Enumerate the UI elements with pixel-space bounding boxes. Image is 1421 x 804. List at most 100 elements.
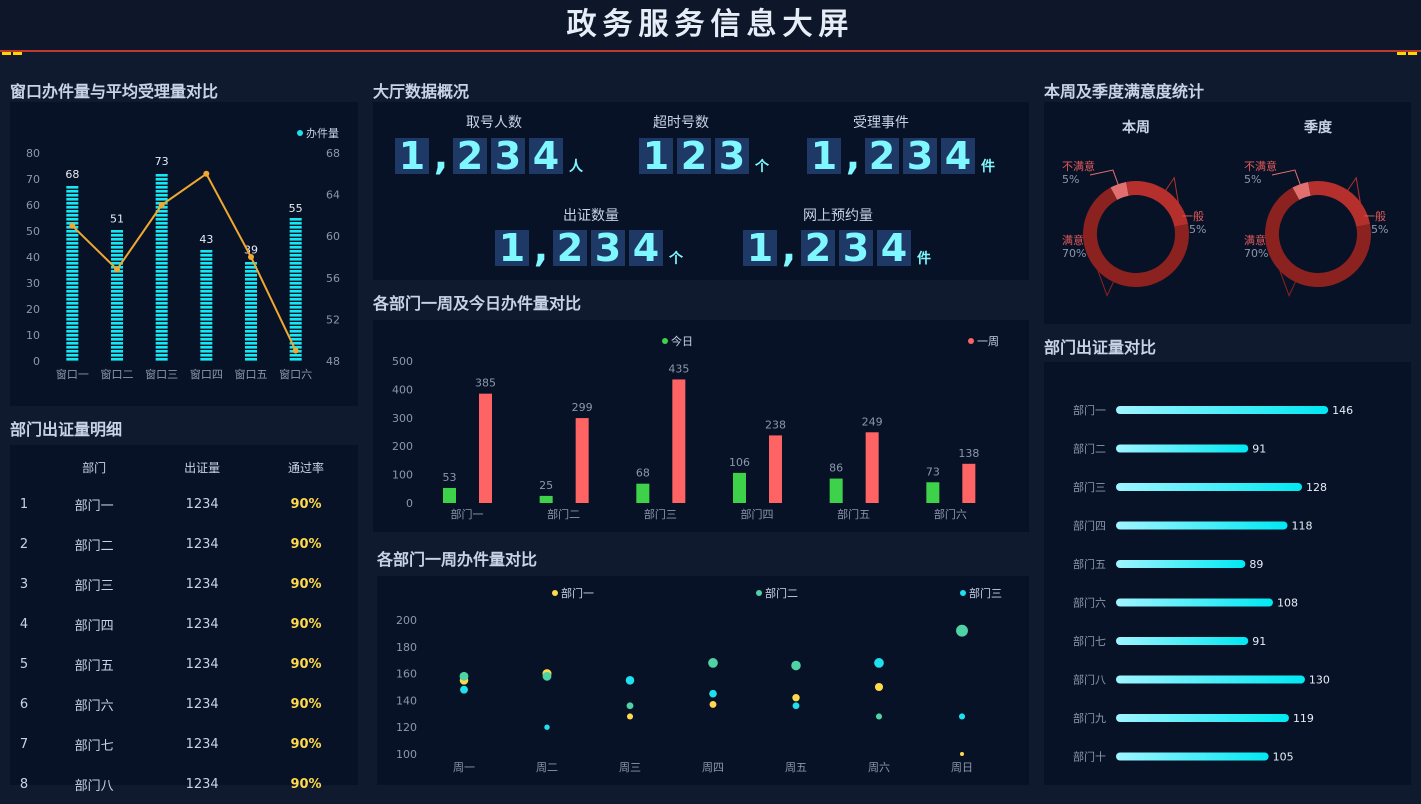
bar-segment <box>155 338 168 341</box>
bar-segment <box>66 298 79 301</box>
y-tick-label: 140 <box>396 694 417 707</box>
bar-segment <box>155 298 168 301</box>
x-tick-label: 周六 <box>868 761 890 774</box>
dept-today-week-panel: 0 100 200 300 400 500 53 385 部门一 25 299 部门二 68 435 部门三… <box>373 320 1029 532</box>
kpi-digit: 2 <box>801 229 835 267</box>
legend-dot <box>552 590 558 596</box>
bar-segment <box>200 334 213 337</box>
line-point <box>69 222 76 229</box>
bar-segment <box>245 290 257 293</box>
bar-segment <box>289 338 302 341</box>
cert-count: 1234 <box>185 496 219 512</box>
bar-segment <box>245 322 257 325</box>
pass-rate: 90% <box>290 536 322 552</box>
cert-compare-panel: 部门一 146 部门二 91 部门三 128 部门四 118 部门五 89 部门六 108 部门七 91 部… <box>1044 362 1411 785</box>
data-label: 68 <box>636 467 650 480</box>
kpi-label: 取号人数 <box>466 115 522 131</box>
y-tick-label: 部门十 <box>1073 750 1106 764</box>
bar-segment <box>289 226 302 229</box>
pass-rate: 90% <box>290 616 322 632</box>
bar-segment <box>245 262 257 265</box>
bar-segment <box>111 250 123 253</box>
pass-rate: 90% <box>290 736 322 752</box>
bar-segment <box>66 214 79 217</box>
line-point <box>292 347 299 354</box>
bar-segment <box>111 242 123 245</box>
dept-today-week-chart: 0 100 200 300 400 500 53 385 部门一 25 299 部门二 68 435 部门三… <box>392 334 999 521</box>
bar <box>443 487 456 503</box>
bar-segment <box>66 334 79 337</box>
bar-segment <box>289 342 302 345</box>
x-tick-label: 部门四 <box>741 507 774 521</box>
bar-segment <box>200 278 213 281</box>
bar-segment <box>155 314 168 317</box>
slice-label: 不满意 <box>1244 159 1277 173</box>
x-tick-label: 部门三 <box>644 507 677 521</box>
data-label: 146 <box>1332 404 1353 417</box>
bar-segment <box>66 282 79 285</box>
x-tick-label: 周四 <box>702 761 724 774</box>
x-tick-label: 周一 <box>453 761 475 774</box>
x-tick-label: 周二 <box>536 761 558 774</box>
bar-segment <box>245 354 257 357</box>
bar-segment <box>111 338 123 341</box>
bar-segment <box>200 282 213 285</box>
bar-segment <box>245 326 257 329</box>
row-index: 8 <box>19 776 29 792</box>
y-tick-label: 200 <box>396 614 417 627</box>
data-label: 108 <box>1277 597 1298 610</box>
table-row: 3 部门三 1234 90% <box>10 564 358 604</box>
bar <box>289 218 302 361</box>
bar-segment <box>155 230 168 233</box>
table-header: 出证量 <box>184 460 221 475</box>
y-tick-label: 部门四 <box>1073 519 1106 533</box>
label-leader <box>1089 248 1115 297</box>
line-point <box>158 202 165 208</box>
y-tick-label: 部门二 <box>1073 442 1106 456</box>
bar-segment <box>155 222 168 225</box>
x-tick-label: 部门五 <box>837 507 870 521</box>
y-tick-label: 100 <box>392 469 413 482</box>
bar-segment <box>289 298 302 301</box>
bar-segment <box>111 306 123 309</box>
slice-label: 满意 <box>1244 233 1266 247</box>
pass-rate: 90% <box>290 776 322 792</box>
scatter-point <box>626 702 634 710</box>
section-title-dept-week: 各部门一周办件量对比 <box>377 550 538 569</box>
legend-label: 今日 <box>671 334 693 348</box>
window-chart: 0 10 20 30 40 50 60 70 80 48 52 56 60 64 68 68 窗口一 51 窗口二 7… <box>26 127 340 381</box>
data-label: 138 <box>958 447 979 460</box>
bar-segment <box>289 270 302 273</box>
bar-segment <box>66 290 79 293</box>
legend-dot <box>662 338 668 344</box>
scatter-point <box>791 660 801 671</box>
scatter-point <box>626 713 634 720</box>
section-title-cert-compare: 部门出证量对比 <box>1044 338 1157 357</box>
bar-segment <box>111 318 123 321</box>
bar-segment <box>66 262 79 265</box>
bar-segment <box>289 314 302 317</box>
legend-label: 部门二 <box>765 586 798 600</box>
dept-week-chart: 100 120 140 160 180 200 周一 周二 周三 周四 周五 周六 周日 部门一 部门二 部门… <box>396 586 1002 774</box>
slice-label: 一般 <box>1364 210 1386 223</box>
bar <box>1116 406 1329 414</box>
bar-segment <box>111 286 123 289</box>
data-label: 73 <box>155 155 169 168</box>
bar-segment <box>111 342 123 345</box>
bar-segment <box>111 230 123 233</box>
bar-segment <box>245 298 257 301</box>
bar-segment <box>200 290 213 293</box>
bar-segment <box>155 246 168 249</box>
row-index: 5 <box>19 656 29 672</box>
bar-segment <box>155 318 168 321</box>
bar-segment <box>66 278 79 281</box>
bar-segment <box>111 330 123 333</box>
bar-segment <box>289 258 302 261</box>
bar <box>111 230 123 361</box>
bar-segment <box>111 246 123 249</box>
bar-segment <box>289 318 302 321</box>
dept-name: 部门七 <box>74 738 114 754</box>
bar-segment <box>289 262 302 265</box>
